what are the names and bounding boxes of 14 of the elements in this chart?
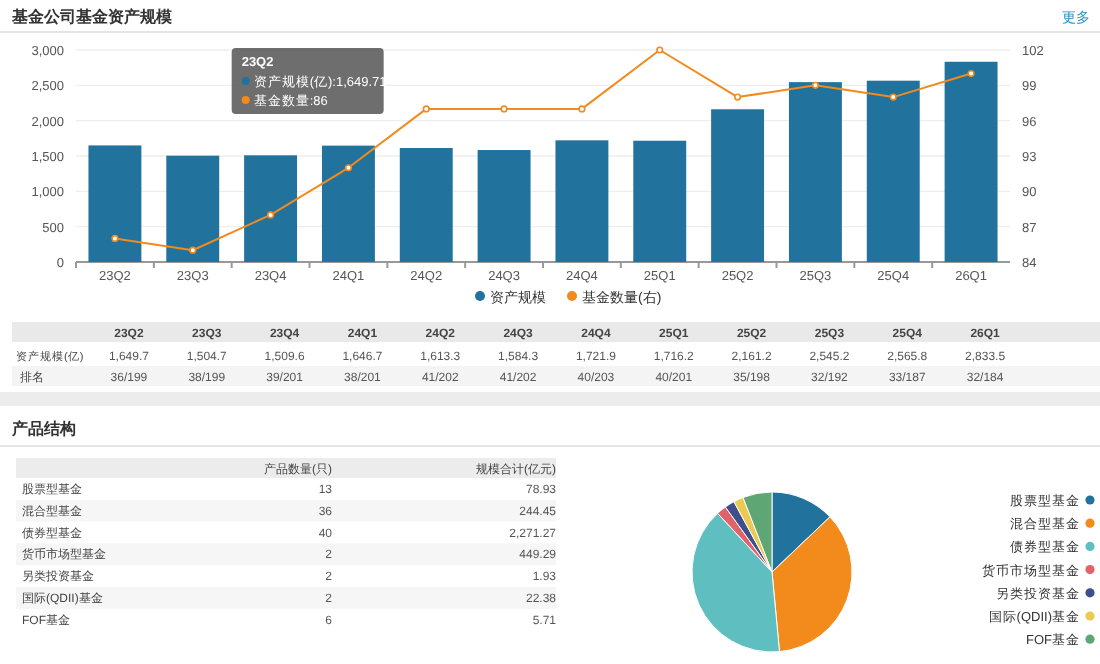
bar (555, 140, 609, 262)
bar (244, 155, 298, 262)
bar (866, 80, 920, 262)
bar (88, 145, 142, 262)
bar (944, 61, 998, 262)
bar (633, 140, 687, 262)
bar (711, 109, 765, 262)
chart-title: 基金公司基金资产规模 (10, 8, 174, 26)
bar (166, 155, 220, 262)
text: 产品结构 (10, 420, 76, 438)
bar (477, 150, 531, 262)
bar (788, 82, 842, 262)
bar (321, 145, 375, 262)
bar (399, 147, 453, 262)
